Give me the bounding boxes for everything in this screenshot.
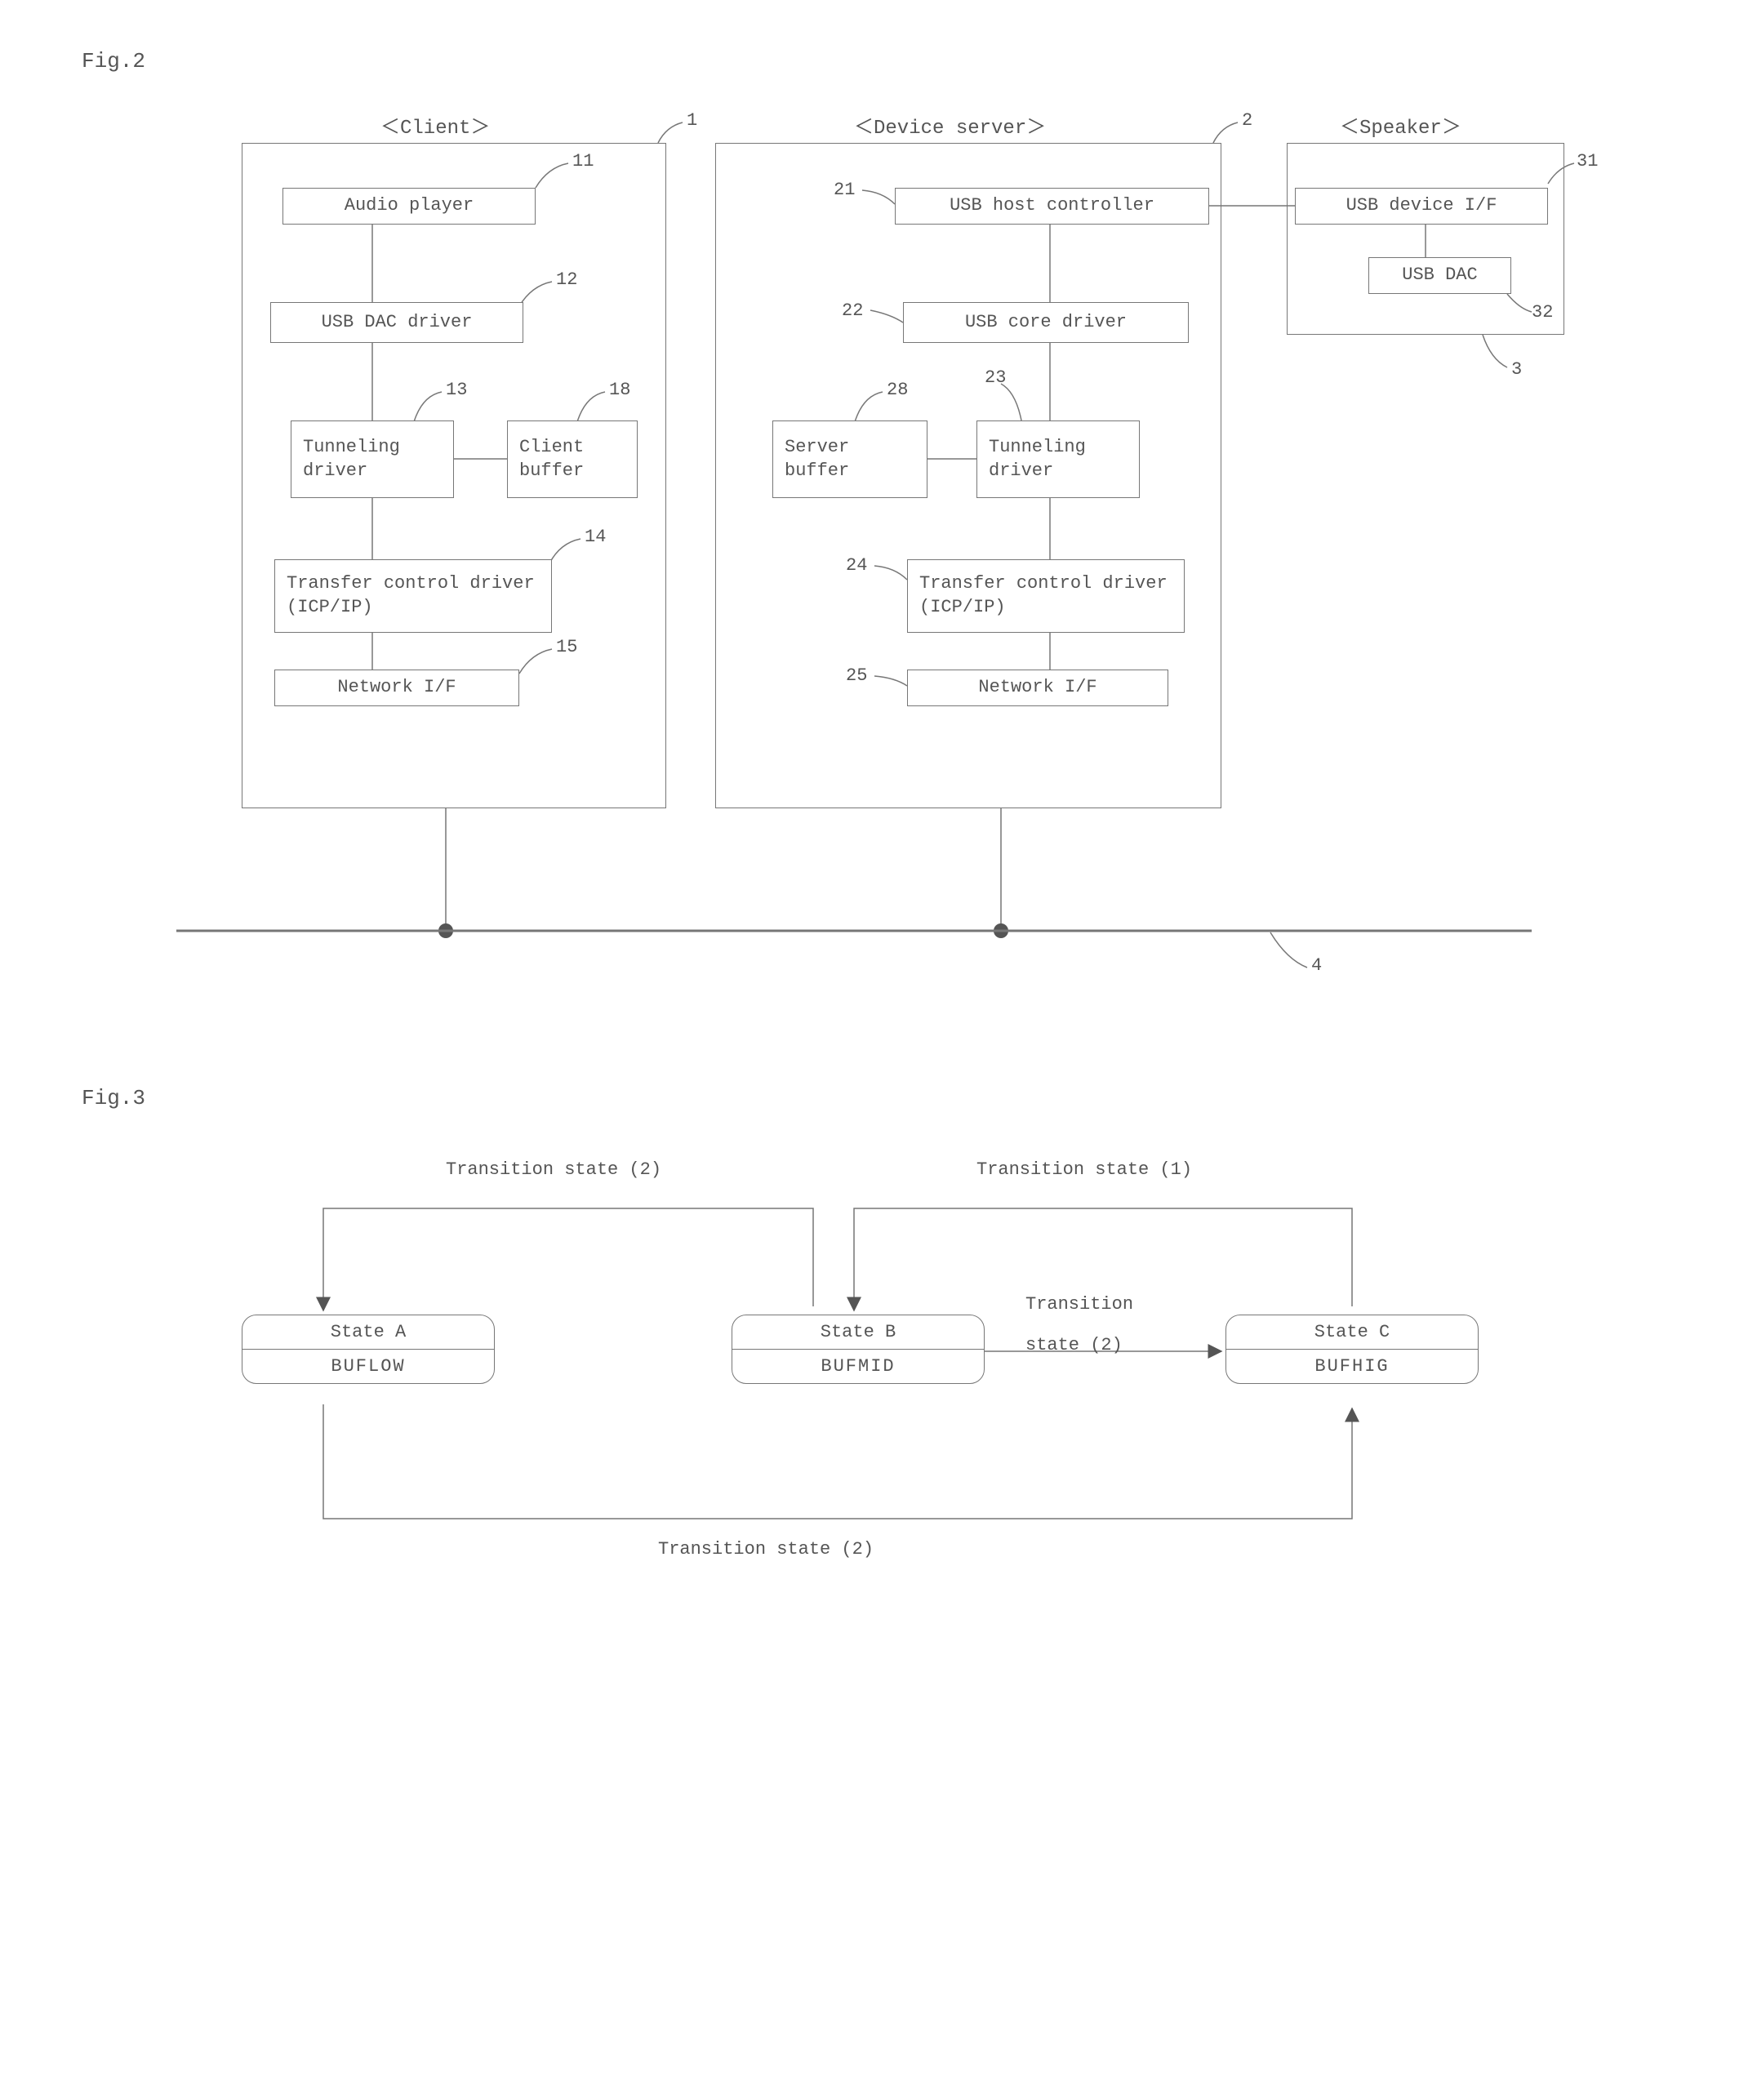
tunneling-driver-server: Tunneling driver <box>976 420 1140 498</box>
ref-4: 4 <box>1311 955 1322 976</box>
tunneling-driver-client: Tunneling driver <box>291 420 454 498</box>
state-a: State A BUFLOW <box>242 1315 495 1384</box>
usb-host-controller: USB host controller <box>895 188 1209 225</box>
ref-1: 1 <box>687 110 697 131</box>
speaker-title: ＜Speaker＞ <box>1340 110 1461 140</box>
audio-player: Audio player <box>282 188 536 225</box>
fig3-diagram: Transition state (2) Transition state (1… <box>185 1135 1572 1592</box>
fig2-diagram: ＜Client＞ Audio player USB DAC driver Tun… <box>144 98 1613 1037</box>
state-a-buf: BUFLOW <box>242 1350 494 1383</box>
state-b-buf: BUFMID <box>732 1350 984 1383</box>
trans-state-1-top: Transition state (1) <box>976 1159 1192 1180</box>
server-buffer: Server buffer <box>772 420 927 498</box>
usb-dac-driver: USB DAC driver <box>270 302 523 343</box>
trans-between-bot: state (2) <box>1025 1335 1123 1355</box>
ref-23: 23 <box>985 367 1006 388</box>
ref-24: 24 <box>846 555 867 576</box>
fig3-label: Fig.3 <box>82 1086 1724 1110</box>
ref-18: 18 <box>609 380 630 400</box>
ref-31: 31 <box>1577 151 1598 171</box>
transfer-control-client: Transfer control driver (ICP/IP) <box>274 559 552 633</box>
ref-28: 28 <box>887 380 908 400</box>
ref-13: 13 <box>446 380 467 400</box>
state-a-name: State A <box>242 1315 494 1350</box>
ref-25: 25 <box>846 665 867 686</box>
usb-core-driver: USB core driver <box>903 302 1189 343</box>
ref-14: 14 <box>585 527 606 547</box>
speaker-container <box>1287 143 1564 335</box>
ref-21: 21 <box>834 180 855 200</box>
ref-3: 3 <box>1511 359 1522 380</box>
transfer-control-server: Transfer control driver (ICP/IP) <box>907 559 1185 633</box>
state-c-buf: BUFHIG <box>1226 1350 1478 1383</box>
ref-32: 32 <box>1532 302 1553 323</box>
trans-state-2-bottom: Transition state (2) <box>658 1539 874 1559</box>
trans-state-2-top: Transition state (2) <box>446 1159 661 1180</box>
state-c: State C BUFHIG <box>1225 1315 1479 1384</box>
trans-between-top: Transition <box>1025 1294 1133 1315</box>
ref-2: 2 <box>1242 110 1252 131</box>
ref-11: 11 <box>572 151 594 171</box>
client-buffer: Client buffer <box>507 420 638 498</box>
network-if-client: Network I/F <box>274 670 519 706</box>
usb-dac: USB DAC <box>1368 257 1511 294</box>
server-title: ＜Device server＞ <box>854 110 1046 140</box>
fig2-label: Fig.2 <box>82 49 1724 73</box>
usb-device-if: USB device I/F <box>1295 188 1548 225</box>
network-if-server: Network I/F <box>907 670 1168 706</box>
state-b: State B BUFMID <box>732 1315 985 1384</box>
state-c-name: State C <box>1226 1315 1478 1350</box>
ref-22: 22 <box>842 300 863 321</box>
state-b-name: State B <box>732 1315 984 1350</box>
ref-15: 15 <box>556 637 577 657</box>
ref-12: 12 <box>556 269 577 290</box>
client-title: ＜Client＞ <box>380 110 490 140</box>
